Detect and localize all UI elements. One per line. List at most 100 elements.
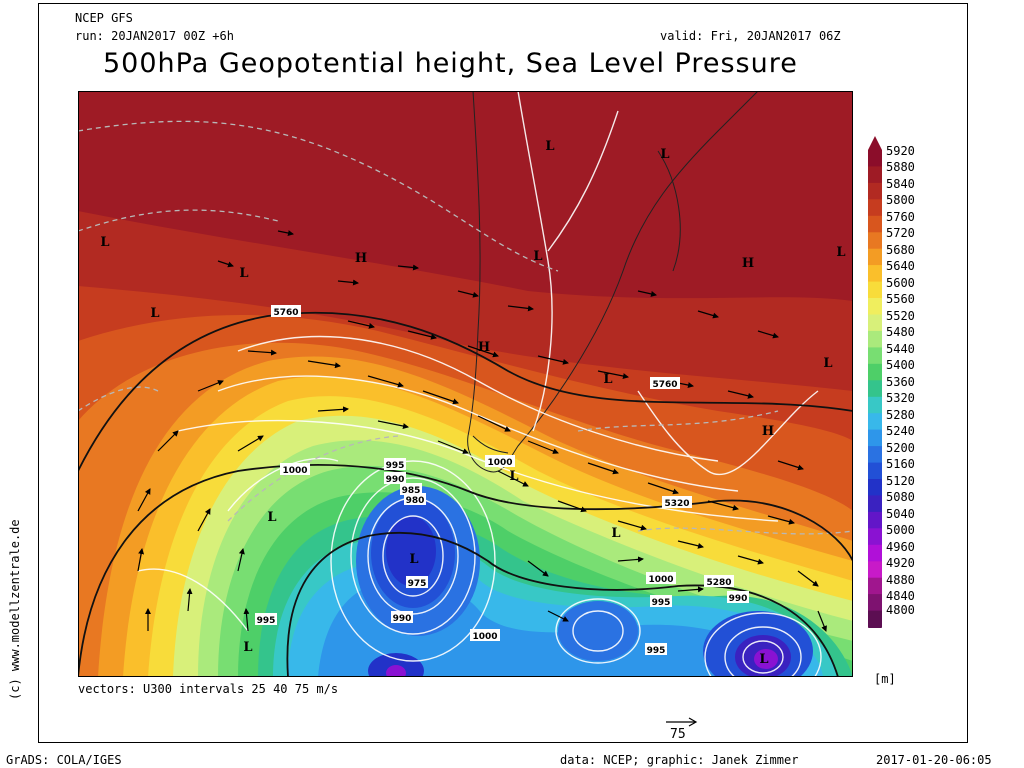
colorbar-cell bbox=[868, 446, 882, 463]
center-label: H bbox=[742, 256, 754, 271]
center-label: L bbox=[603, 372, 612, 387]
center-label: L bbox=[836, 245, 845, 260]
contour-label: 995 bbox=[257, 616, 276, 626]
center-label: L bbox=[509, 469, 518, 484]
colorbar-cell bbox=[868, 495, 882, 513]
colorbar-cell bbox=[868, 215, 882, 233]
vectors-note: vectors: U300 intervals 25 40 75 m/s bbox=[78, 682, 339, 696]
colorbar-label: 5320 bbox=[886, 391, 915, 405]
pressure-centers: L L L L L L L L L L L L L L H H H H bbox=[100, 139, 845, 655]
colorbar-label: 5000 bbox=[886, 523, 915, 537]
colorbar-label: 4840 bbox=[886, 589, 915, 603]
colorbar-cap-top bbox=[868, 136, 882, 150]
geopotential-map: L L L L L L L L L L L L L L H H H H L 57… bbox=[78, 91, 853, 677]
colorbar-cell bbox=[868, 232, 882, 250]
vector-scale-label: 75 bbox=[670, 727, 686, 742]
colorbar-label: 4920 bbox=[886, 556, 915, 570]
contour-label: 995 bbox=[647, 646, 666, 656]
contour-label: 990 bbox=[386, 475, 405, 485]
colorbar-cell bbox=[868, 594, 882, 611]
low-band-b-5200 bbox=[558, 601, 638, 661]
colorbar-label: 5680 bbox=[886, 243, 915, 257]
valid-time: valid: Fri, 20JAN2017 06Z bbox=[660, 29, 841, 43]
colorbar-label: 5920 bbox=[886, 144, 915, 158]
colorbar-label: 5080 bbox=[886, 490, 915, 504]
isobars bbox=[137, 91, 822, 677]
colorbar-label: 5240 bbox=[886, 424, 915, 438]
colorbar-label: 5480 bbox=[886, 325, 915, 339]
colorbar-cell bbox=[868, 413, 882, 431]
colorbar-cell bbox=[868, 528, 882, 546]
colorbar-cell bbox=[868, 166, 882, 184]
dashed-contours bbox=[78, 120, 853, 535]
colorbar: 5920 5880 5840 5800 5760 5720 5680 5640 … bbox=[868, 136, 915, 628]
center-label: H bbox=[762, 424, 774, 439]
vector-scale-arrow bbox=[666, 717, 698, 727]
colorbar-label: 5520 bbox=[886, 309, 915, 323]
colorbar-cell bbox=[868, 511, 882, 529]
contour-label: 1000 bbox=[487, 458, 512, 468]
map-title: 500hPa Geopotential height, Sea Level Pr… bbox=[103, 48, 798, 79]
colorbar-cell bbox=[868, 610, 882, 628]
colorbar-cell bbox=[868, 429, 882, 447]
colorbar-label: 5440 bbox=[886, 342, 915, 356]
colorbar-cell bbox=[868, 182, 882, 200]
contour-label: 1000 bbox=[282, 466, 307, 476]
unit-label: [m] bbox=[874, 672, 896, 686]
colorbar-cell bbox=[868, 248, 882, 266]
contour-label: 5280 bbox=[706, 578, 731, 588]
center-label: L bbox=[533, 249, 542, 264]
colorbar-label: 5120 bbox=[886, 474, 915, 488]
colorbar-cell bbox=[868, 314, 882, 332]
colorbar-label: 5040 bbox=[886, 507, 915, 521]
height-contours bbox=[78, 311, 853, 677]
footer-center: data: NCEP; graphic: Janek Zimmer bbox=[560, 753, 799, 767]
model-name: NCEP GFS bbox=[75, 11, 133, 25]
colorbar-cell bbox=[868, 479, 882, 496]
contour-label: 5760 bbox=[652, 380, 677, 390]
center-label: L bbox=[239, 266, 248, 281]
contour-label: 1000 bbox=[648, 575, 673, 585]
colorbar-label: 5400 bbox=[886, 358, 915, 372]
contour-5280 bbox=[286, 531, 839, 677]
colorbar-label: 5880 bbox=[886, 160, 915, 174]
contour-label: 990 bbox=[393, 614, 412, 624]
low-band-c-5000 bbox=[754, 649, 778, 669]
center-label: L bbox=[243, 640, 252, 655]
contour-label: 5760 bbox=[273, 308, 298, 318]
footer-left: GrADS: COLA/IGES bbox=[6, 753, 122, 767]
colorbar-cell bbox=[868, 462, 882, 480]
center-label: L bbox=[759, 652, 768, 667]
colorbar-cells bbox=[868, 136, 882, 628]
contour-label: 995 bbox=[652, 598, 671, 608]
contour-label: 980 bbox=[406, 496, 425, 506]
colorbar-label: 5640 bbox=[886, 259, 915, 273]
center-label: L bbox=[267, 510, 276, 525]
colorbar-label: 5560 bbox=[886, 292, 915, 306]
contour-label: 5320 bbox=[664, 499, 689, 509]
center-label: L bbox=[100, 235, 109, 250]
colorbar-cell bbox=[868, 265, 882, 282]
colorbar-cell bbox=[868, 544, 882, 562]
center-label: L bbox=[409, 552, 418, 567]
colorbar-cell bbox=[868, 150, 882, 167]
colorbar-label: 5800 bbox=[886, 193, 915, 207]
colorbar-cell bbox=[868, 330, 882, 348]
colorbar-label: 4880 bbox=[886, 573, 915, 587]
map-border bbox=[78, 91, 853, 677]
footer-right: 2017-01-20-06:05 bbox=[876, 753, 992, 767]
colorbar-label: 5200 bbox=[886, 441, 915, 455]
plot-frame bbox=[38, 3, 968, 743]
colorbar-cell bbox=[868, 199, 882, 217]
contour-label: 975 bbox=[408, 579, 427, 589]
colorbar-labels: 5920 5880 5840 5800 5760 5720 5680 5640 … bbox=[886, 144, 915, 617]
colorbar-label: 5720 bbox=[886, 226, 915, 240]
colorbar-cell bbox=[868, 380, 882, 398]
center-label: L bbox=[823, 356, 832, 371]
coastline-tierra-del-fuego bbox=[472, 435, 509, 454]
colorbar-cap-bottom bbox=[868, 627, 882, 628]
contour-label: 985 bbox=[402, 486, 421, 496]
colorbar-label: 5280 bbox=[886, 408, 915, 422]
run-info: run: 20JAN2017 00Z +6h bbox=[75, 29, 234, 43]
contour-5520 bbox=[78, 464, 853, 677]
